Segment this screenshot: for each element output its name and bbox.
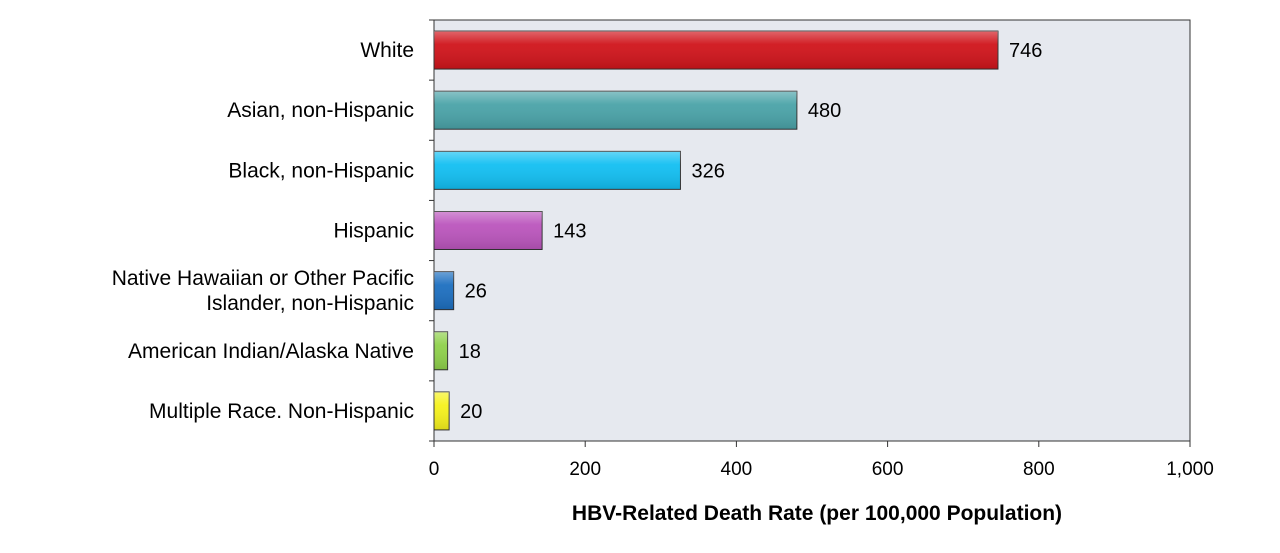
x-tick-label: 600 <box>872 459 904 480</box>
category-label: Islander, non-Hispanic <box>206 292 414 315</box>
bar-group <box>433 391 450 431</box>
bar-highlight <box>434 31 998 70</box>
category-label: Multiple Race. Non-Hispanic <box>149 400 414 423</box>
bar-group <box>433 271 455 311</box>
value-label: 480 <box>808 100 841 122</box>
bar-highlight <box>434 271 454 310</box>
bar-highlight <box>434 211 543 250</box>
x-tick-label: 400 <box>721 459 753 480</box>
value-label: 18 <box>459 341 481 363</box>
bar-highlight <box>434 331 448 370</box>
category-label: Native Hawaiian or Other Pacific <box>112 267 414 290</box>
category-label: Black, non-Hispanic <box>228 159 414 182</box>
bar-group <box>433 90 798 130</box>
category-label: Hispanic <box>333 220 414 243</box>
plot-area <box>433 19 1191 442</box>
x-axis-title: HBV-Related Death Rate (per 100,000 Popu… <box>572 502 1062 525</box>
x-tick-label: 800 <box>1023 459 1055 480</box>
bar-group <box>433 30 999 70</box>
x-tick-label: 200 <box>569 459 601 480</box>
x-tick-label: 0 <box>429 459 440 480</box>
value-label: 26 <box>465 281 487 303</box>
value-label: 143 <box>553 221 586 243</box>
bar-group <box>433 211 543 250</box>
bar-highlight <box>434 91 797 130</box>
bar-highlight <box>434 151 681 190</box>
category-label: White <box>360 39 414 62</box>
bar-group <box>433 331 449 371</box>
category-label: Asian, non-Hispanic <box>227 99 414 122</box>
value-label: 20 <box>460 401 482 423</box>
value-label: 326 <box>691 160 724 182</box>
category-label: American Indian/Alaska Native <box>128 340 414 363</box>
x-tick-label: 1,000 <box>1166 459 1214 480</box>
bar-group <box>433 150 681 190</box>
value-label: 746 <box>1009 40 1042 62</box>
bar-highlight <box>434 391 450 430</box>
